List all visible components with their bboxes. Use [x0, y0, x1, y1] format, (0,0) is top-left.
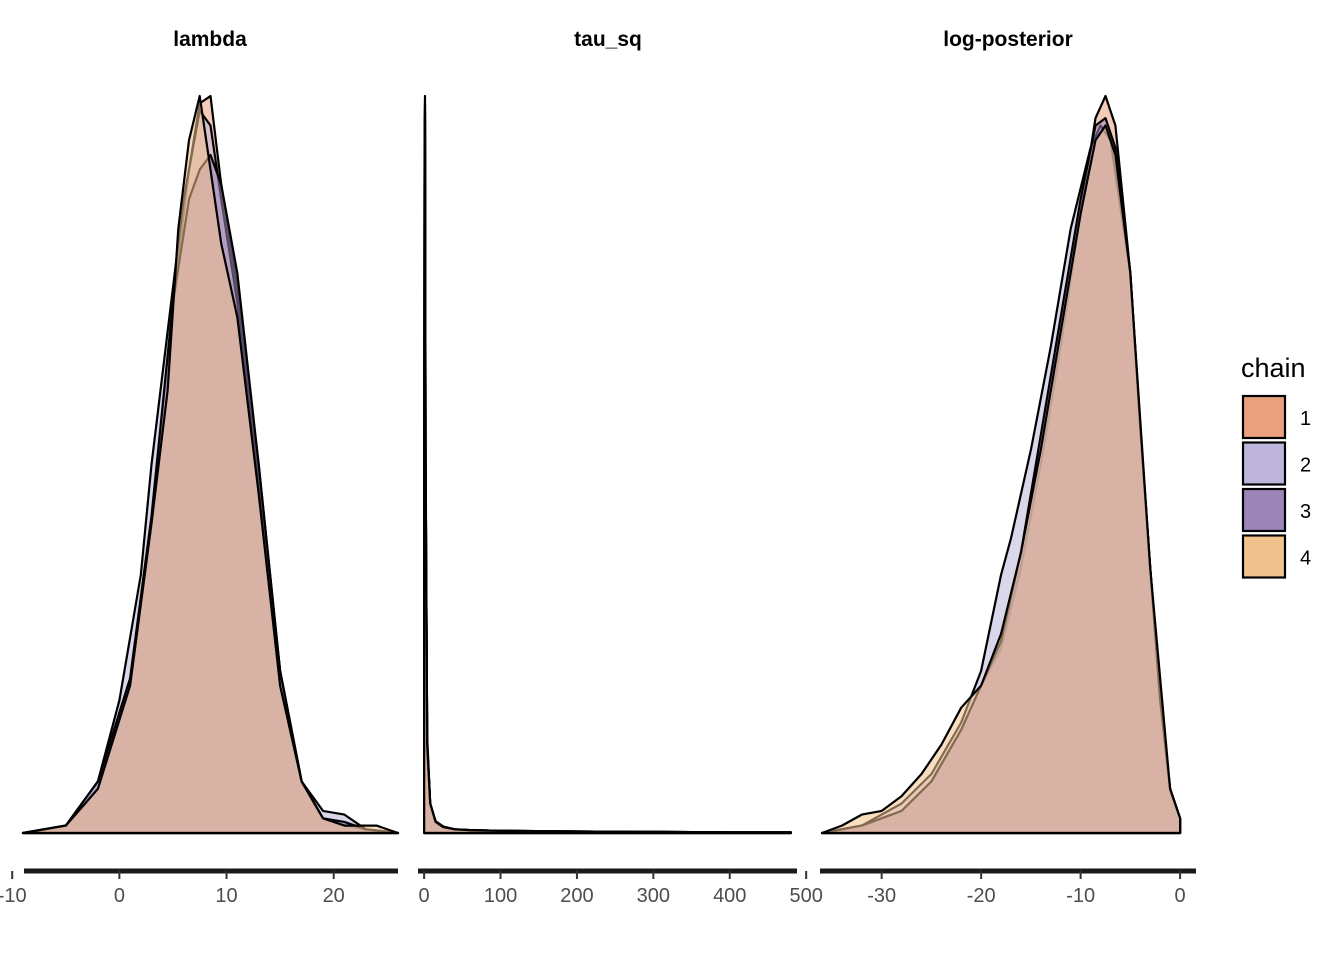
legend-label-1: 1 [1300, 408, 1311, 430]
x-tick-label: 10 [215, 885, 237, 907]
facet-title: lambda [173, 28, 247, 51]
legend-title: chain [1241, 353, 1306, 383]
facet-panel-2: log-posterior -30 -20 -10 0 [820, 28, 1196, 907]
legend-key-2 [1241, 441, 1287, 486]
x-tick-label: -30 [867, 885, 896, 907]
legend-key-4 [1241, 534, 1287, 579]
legend-label-2: 2 [1300, 455, 1311, 477]
x-tick-label: 0 [114, 885, 125, 907]
legend-label-3: 3 [1300, 501, 1311, 523]
legend-key-1 [1241, 394, 1287, 440]
x-tick-label: 500 [789, 885, 822, 907]
legend-label-4: 4 [1300, 548, 1311, 570]
x-tick-label: 400 [713, 885, 746, 907]
facet-title: tau_sq [574, 28, 642, 51]
x-tick-label: -10 [1066, 885, 1095, 907]
density-chain-4 [21, 94, 400, 835]
facet-panel-0: lambda -10 0 10 20 [0, 28, 400, 907]
x-tick-label: -20 [967, 885, 996, 907]
density-chain-4 [423, 102, 792, 835]
x-tick-label: 100 [484, 885, 517, 907]
facet-panel-1: tau_sq 0 100 200 300 400 500 [418, 28, 823, 907]
density-chain-2 [423, 109, 792, 835]
x-tick-label: 0 [419, 885, 430, 907]
x-tick-label: -10 [0, 885, 27, 907]
x-tick-label: 20 [323, 885, 345, 907]
density-chain-4 [820, 124, 1182, 835]
x-tick-label: 0 [1175, 885, 1186, 907]
density-chain-1 [423, 94, 792, 835]
x-tick-label: 200 [560, 885, 593, 907]
density-chain-3 [423, 117, 792, 835]
legend: chain 1 2 3 4 [1241, 353, 1311, 579]
legend-key-3 [1241, 487, 1287, 533]
x-tick-label: 300 [637, 885, 670, 907]
facet-title: log-posterior [943, 28, 1073, 51]
